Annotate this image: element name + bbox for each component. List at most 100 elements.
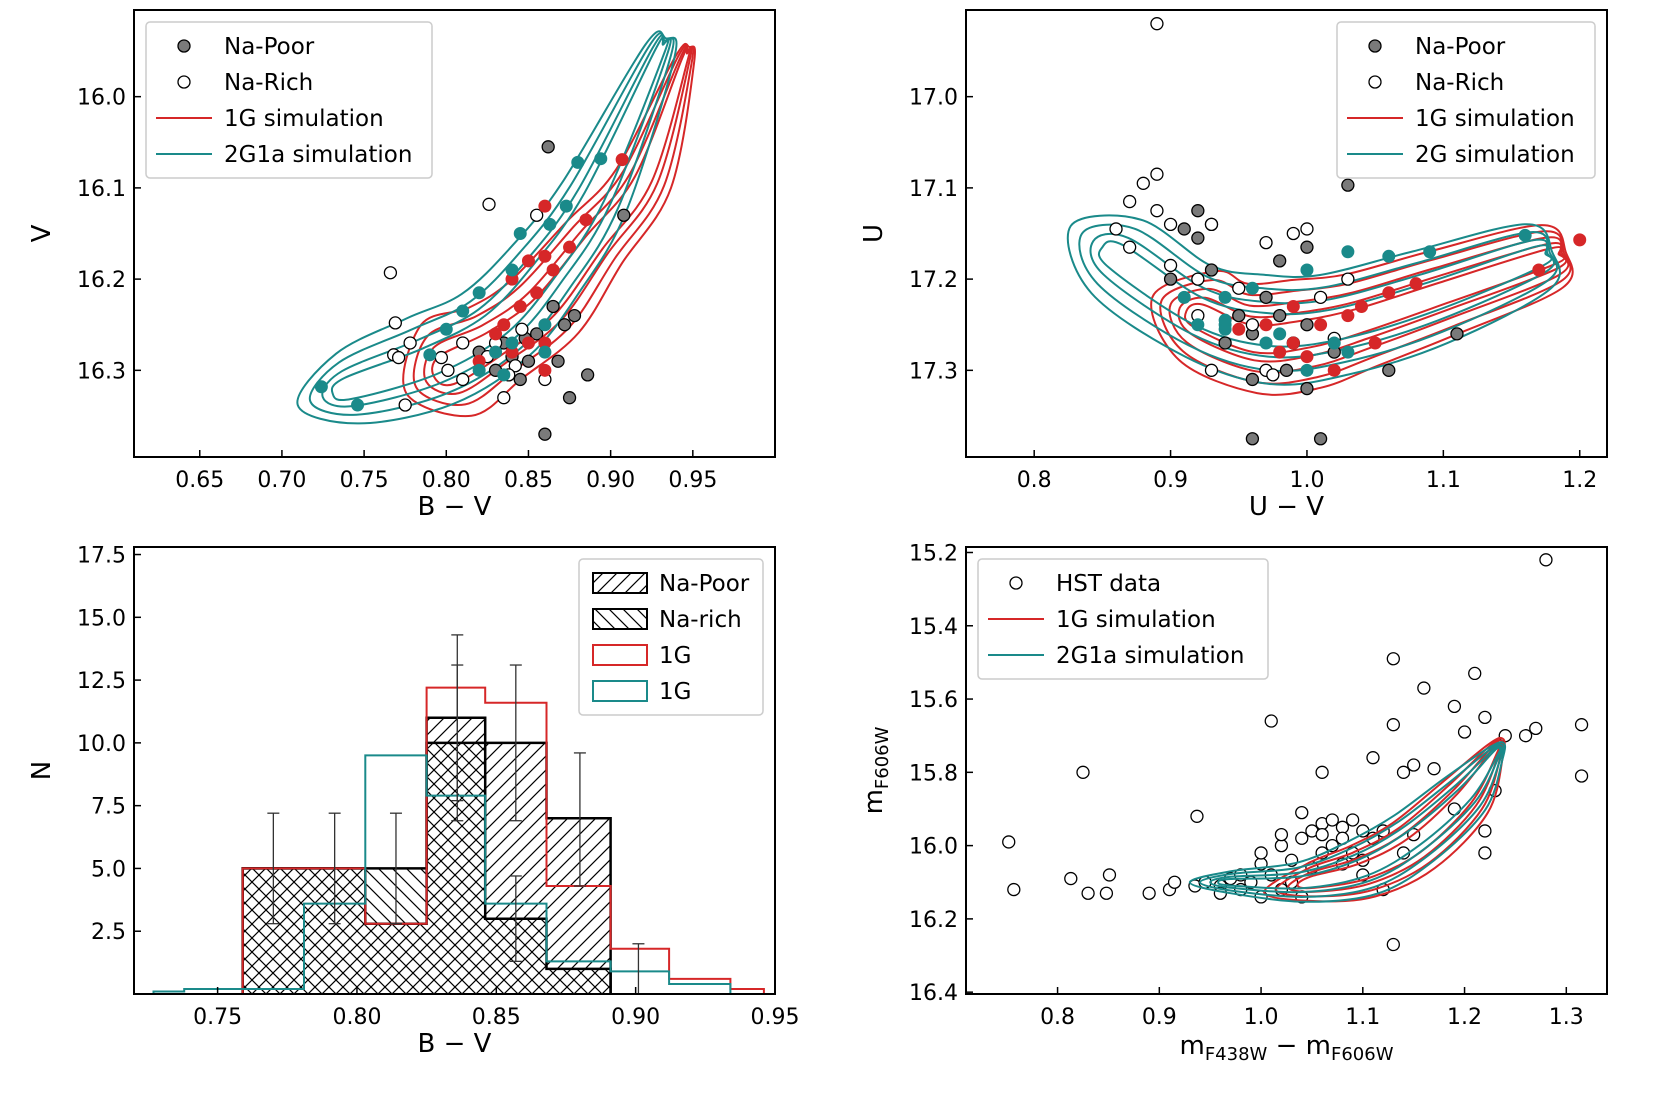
data-point-hst-data [1295,805,1309,820]
legend-label: Na-Rich [1415,70,1504,96]
data-point-1g-simulation [563,240,577,254]
data-point-hst-data [1325,813,1339,827]
data-point-hst-data [1295,831,1309,845]
y-tick-label: 16.2 [77,268,126,293]
data-point-hst-data [1478,846,1492,860]
legend-patch-red [592,644,648,666]
data-point-na-poor [1191,231,1205,245]
data-point-1g-simulation [1368,336,1382,350]
x-axis-label: B − V [418,492,492,522]
data-point-na-poor [617,208,631,222]
data-point-1g-simulation [1232,322,1246,336]
data-point-1g-simulation [1286,299,1300,313]
data-point-na-poor [1245,372,1260,387]
data-point-hst-data [1574,769,1589,783]
data-point-hst-data [1274,827,1289,842]
data-point-2g-simulation [1218,290,1232,304]
data-point-na-rich [388,316,402,330]
data-point-na-rich [1300,222,1314,236]
legend-label: 1G simulation [1415,106,1575,132]
data-point-na-poor [1177,222,1191,236]
data-point-hst-data [1345,813,1360,827]
data-point-na-poor [521,354,536,368]
data-point-na-poor [530,327,544,341]
data-point-hst-data [1386,652,1400,666]
data-point-hst-data [1518,729,1533,743]
teal-contour [296,30,678,425]
y-axis-label: mF606W [859,726,893,814]
data-point-na-rich [1191,272,1205,286]
x-tick-label: 1.0 [1289,468,1324,493]
data-point-1g-simulation [1532,263,1546,277]
data-point-na-rich [434,350,449,365]
data-point-na-rich [1163,217,1178,232]
data-point-na-poor [1163,272,1178,286]
data-point-1g-simulation [538,363,552,377]
data-point-1g-simulation [1273,345,1287,359]
red-contour [402,42,696,418]
data-point-hst-data [1407,758,1421,772]
data-point-1g-simulation [1409,277,1423,291]
teal-contour [1066,214,1561,386]
data-point-na-rich [508,359,522,373]
data-point-na-poor [1273,308,1287,323]
data-point-na-rich [482,197,496,211]
data-point-na-rich [1245,318,1260,332]
data-point-hst-data [1427,762,1441,776]
y-axis-label: U [859,224,889,243]
teal-contour [1188,741,1507,903]
panel-top-left-bv-v: 0.65 0.70 0.75 0.80 0.85 0.90 0.95 16.0 16.1 16.2… [27,9,776,522]
data-point-1g-simulation [579,213,593,227]
x-axis-label: B − V [418,1029,492,1059]
teal-contour [1078,223,1559,373]
y-tick-label: 17.0 [909,86,958,111]
legend-label: 1G [659,643,691,669]
data-point-na-poor [1245,432,1260,446]
legend-label: Na-Poor [1415,34,1506,60]
data-point-hst-data [1315,827,1329,842]
data-point-2g-simulation [1341,245,1355,259]
y-axis-label: V [27,224,57,242]
legend-patch-hatch-back [592,608,648,630]
legend-label: Na-Rich [224,70,313,96]
data-point-hst-data [1478,824,1492,838]
y-tick-label: 15.0 [77,606,126,631]
y-tick-label: 16.3 [77,359,126,384]
data-point-hst-data [1076,765,1090,779]
x-tick-label: 0.80 [332,1005,381,1030]
data-point-na-poor [1191,204,1205,218]
legend-label: Na-Poor [224,34,315,60]
data-point-2g-simulation [1327,336,1341,350]
data-point-na-poor [1232,308,1246,323]
y-tick-label: 2.5 [91,920,126,945]
data-point-na-rich [1150,204,1164,218]
data-point-1g-simulation [1327,363,1341,377]
red-contour [1159,230,1572,385]
data-point-2g-simulation [1191,318,1205,332]
data-point-na-poor [1341,178,1355,192]
x-tick-label: 0.70 [257,468,306,493]
x-tick-label: 0.90 [586,468,635,493]
data-point-1g-simulation [1341,309,1355,323]
panel-bottom-right-hst: 0.8 0.9 1.0 1.1 1.2 1.3 15.2 15.4 15.6 15.8 16.0 16… [859,541,1608,1065]
data-point-na-rich [1150,17,1164,31]
legend-box [145,21,433,179]
data-point-na-rich [403,336,417,350]
teal-contour [1217,746,1502,890]
y-tick-label: 16.0 [77,86,126,111]
data-point-2g1a-simulation [559,199,573,213]
data-point-hst-data [1254,846,1268,860]
data-point-hst-data [1478,710,1492,725]
data-point-2g-simulation [1218,313,1232,327]
legend-label: 1G simulation [1056,607,1216,633]
data-point-na-poor [1259,290,1273,305]
data-point-1g-simulation [1573,233,1587,247]
data-point-hst-data [1366,751,1380,765]
data-point-hst-data [1386,937,1400,952]
x-tick-label: 0.8 [1040,1005,1075,1030]
legend-marker-open [1368,75,1382,89]
legend-label: HST data [1056,571,1161,597]
axes-frame [965,546,1608,995]
panel-top-right-uv-u: 0.8 0.9 1.0 1.1 1.2 17.0 17.1 17.2 17.3 Na-Poor Na… [859,9,1608,522]
